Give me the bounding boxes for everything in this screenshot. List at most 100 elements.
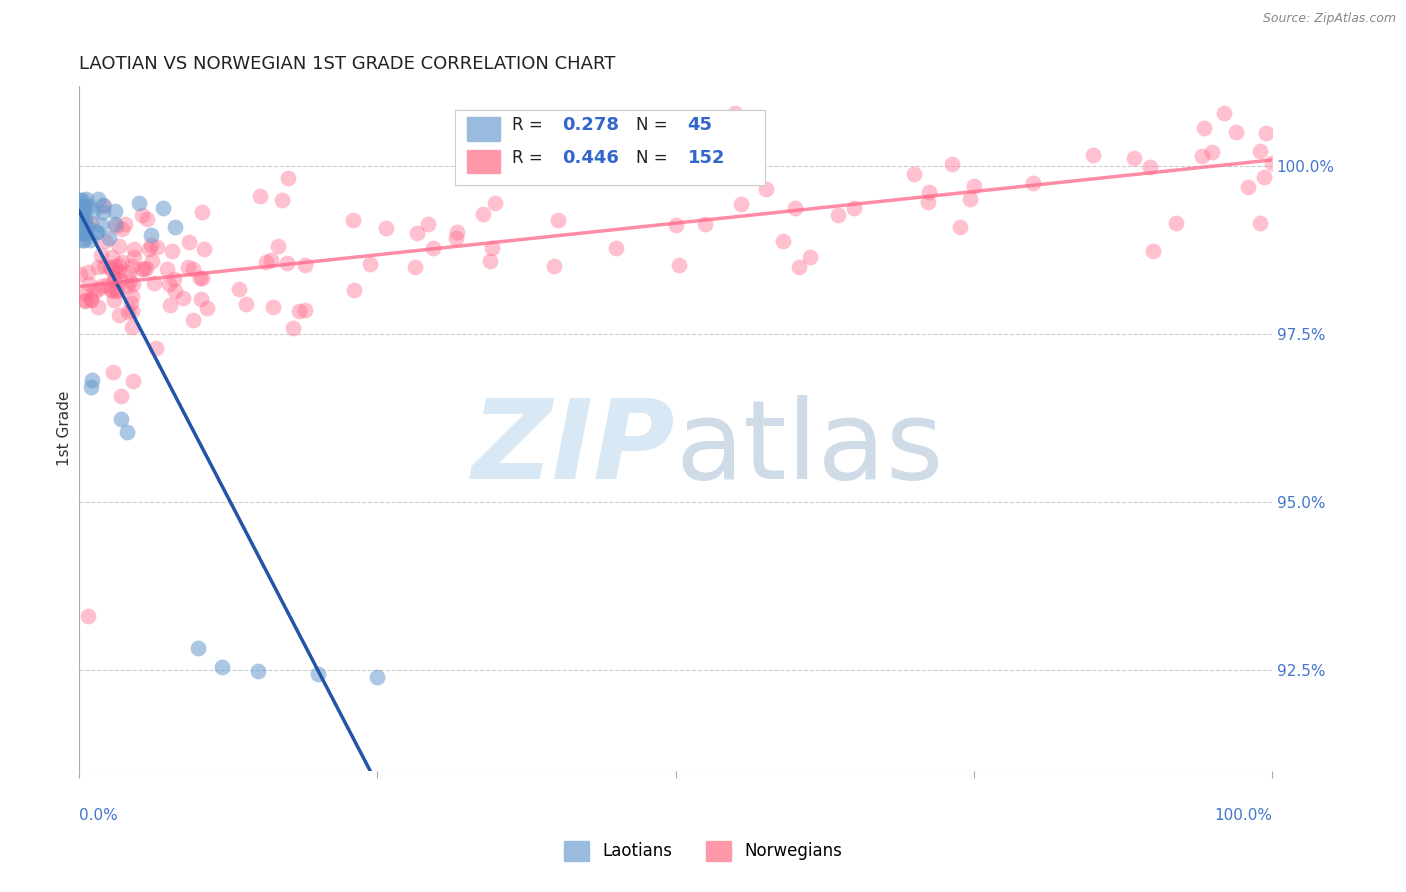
Norwegians [1249,144,1271,158]
Norwegians [110,273,132,287]
Norwegians [963,178,986,193]
Norwegians [83,285,105,300]
Norwegians [281,321,304,335]
Norwegians [111,222,134,236]
Norwegians [959,192,981,206]
Text: 45: 45 [688,116,713,134]
FancyBboxPatch shape [456,110,765,186]
Norwegians [80,293,103,307]
Norwegians [103,293,125,307]
Norwegians [131,208,153,222]
Laotians [128,195,150,210]
Laotians [139,228,162,243]
Norwegians [143,276,166,290]
Laotians [70,233,93,247]
Norwegians [103,273,125,287]
Norwegians [271,194,294,208]
Laotians [72,219,94,234]
Norwegians [156,261,179,276]
Norwegians [1225,125,1247,139]
Laotians [77,199,100,213]
Norwegians [342,212,364,227]
Norwegians [1237,180,1260,194]
Norwegians [190,292,212,306]
Norwegians [100,283,122,297]
Norwegians [404,260,426,274]
Norwegians [98,260,121,274]
Norwegians [157,277,180,292]
Text: R =: R = [512,116,548,134]
Norwegians [165,284,187,298]
Norwegians [122,277,145,291]
Laotians [72,193,94,207]
Norwegians [77,609,100,624]
Norwegians [114,218,136,232]
Norwegians [444,231,467,245]
Norwegians [108,258,131,272]
Norwegians [481,241,503,255]
Norwegians [941,157,963,171]
Norwegians [277,171,299,186]
Norwegians [80,292,103,306]
Laotians [97,231,120,245]
Laotians [115,425,138,439]
Norwegians [118,265,141,279]
Laotians [91,204,114,219]
Norwegians [772,234,794,248]
Laotians [75,199,97,213]
Text: 152: 152 [688,149,725,167]
Norwegians [131,262,153,277]
Norwegians [484,196,506,211]
Norwegians [141,238,163,252]
Laotians [76,219,98,234]
Laotians [75,212,97,227]
Laotians [211,660,233,674]
Text: 0.0%: 0.0% [79,808,118,823]
Laotians [87,192,110,206]
Norwegians [138,242,160,256]
Norwegians [844,201,866,215]
Norwegians [136,212,159,227]
Norwegians [90,248,112,262]
Norwegians [122,251,145,265]
Text: R =: R = [512,149,548,167]
Norwegians [668,259,690,273]
Norwegians [375,221,398,235]
Norwegians [343,283,366,297]
Norwegians [294,258,316,272]
Norwegians [446,225,468,239]
Norwegians [949,220,972,235]
Norwegians [1122,151,1144,165]
Norwegians [479,254,502,268]
Norwegians [124,242,146,256]
Norwegians [547,213,569,227]
Norwegians [294,302,316,317]
Norwegians [918,185,941,199]
Norwegians [93,259,115,273]
Norwegians [122,374,145,388]
Text: 100.0%: 100.0% [1213,808,1272,823]
Norwegians [195,301,218,316]
Laotians [86,225,108,239]
Norwegians [80,216,103,230]
Laotians [90,219,112,233]
Norwegians [193,243,215,257]
Norwegians [190,271,212,285]
Norwegians [664,218,686,232]
Norwegians [108,239,131,253]
Laotians [163,220,186,235]
Norwegians [163,271,186,285]
FancyBboxPatch shape [467,118,501,141]
Norwegians [115,278,138,293]
Laotians [104,204,127,219]
Norwegians [121,320,143,334]
Laotians [84,226,107,240]
Laotians [307,667,329,681]
Laotians [110,411,132,425]
Norwegians [87,300,110,314]
Norwegians [183,261,205,276]
Laotians [82,205,104,219]
Text: 0.446: 0.446 [562,149,619,167]
Norwegians [543,259,565,273]
Norwegians [267,238,290,252]
